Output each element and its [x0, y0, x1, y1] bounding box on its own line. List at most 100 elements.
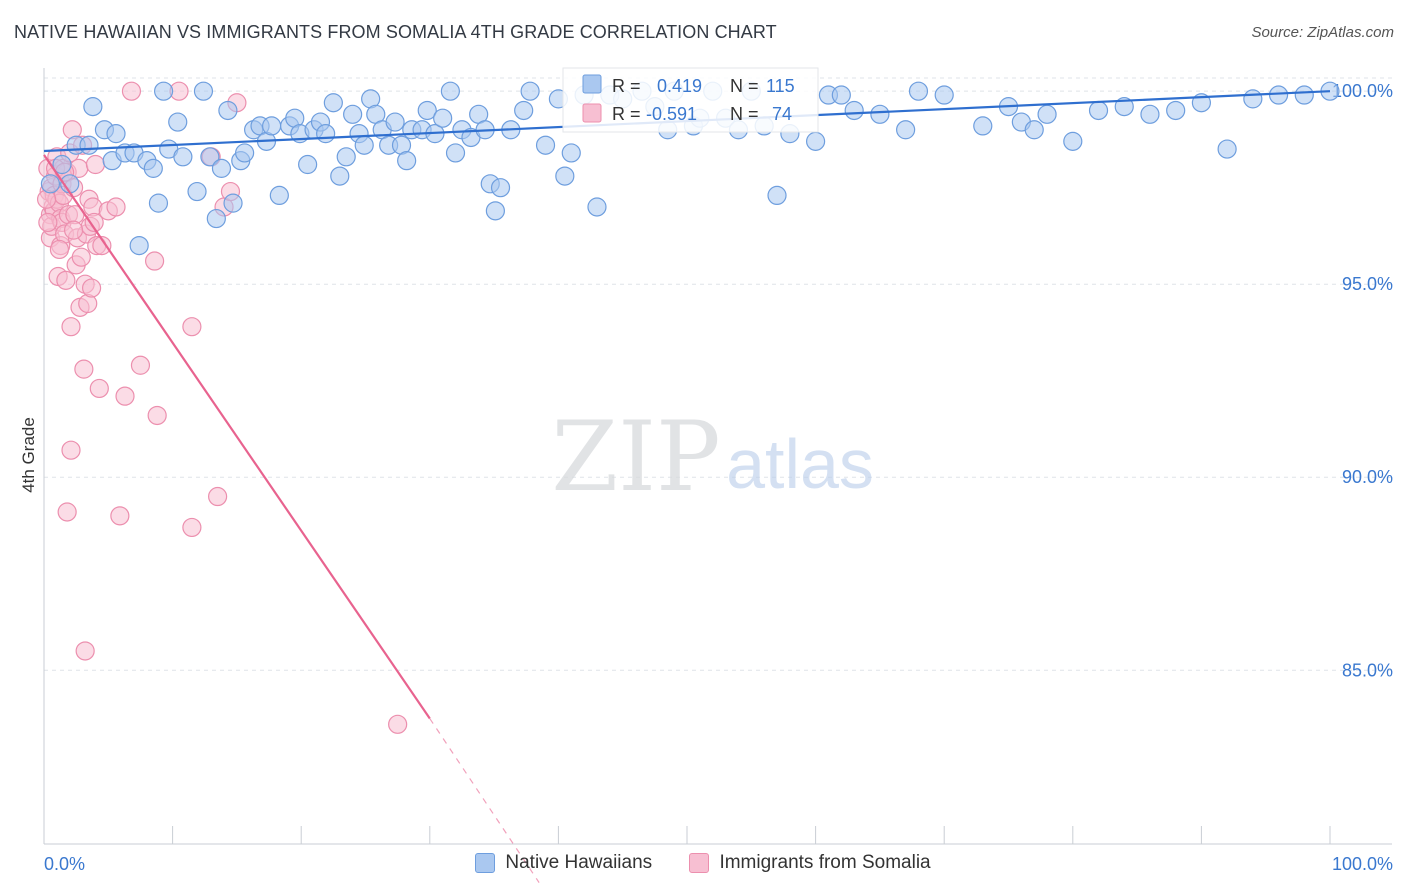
legend-r-label: R = [612, 104, 641, 124]
data-point [182, 317, 202, 337]
data-point [561, 143, 581, 163]
watermark: ZIP atlas [551, 401, 874, 513]
data-point [147, 405, 167, 426]
data-point [385, 112, 405, 132]
data-point [1024, 120, 1044, 140]
data-point [61, 440, 81, 460]
data-point [1063, 131, 1083, 151]
legend-n-label: N = [730, 76, 759, 96]
data-point [106, 197, 126, 217]
data-point [57, 502, 77, 522]
data-point [193, 81, 214, 101]
data-point [110, 506, 130, 526]
y-tick-label: 100.0% [1332, 81, 1393, 101]
data-point [115, 386, 135, 406]
data-point [535, 135, 556, 155]
data-point [1217, 139, 1237, 159]
series-somalia-points [36, 81, 408, 734]
legend-n-label: N = [730, 104, 759, 124]
data-point [235, 143, 255, 163]
axis-layer: 85.0% 90.0% 95.0% 100.0% [43, 68, 1393, 845]
data-point [934, 85, 954, 105]
data-point [908, 81, 929, 101]
y-axis-label: 4th Grade [19, 417, 38, 493]
data-point [1088, 100, 1109, 121]
legend-label: Immigrants from Somalia [719, 852, 931, 873]
legend-r-value: 0.419 [657, 76, 702, 96]
data-point [767, 185, 787, 206]
data-point [56, 270, 76, 290]
data-point [343, 104, 363, 124]
data-point [323, 93, 343, 113]
data-point [514, 100, 534, 121]
data-point [433, 108, 453, 128]
data-point [388, 714, 408, 734]
data-point [81, 278, 102, 298]
data-point [445, 143, 466, 163]
series-legend: Native Hawaiians Immigrants from Somalia [0, 852, 1406, 879]
y-tick-label: 85.0% [1342, 660, 1393, 680]
chart-title: NATIVE HAWAIIAN VS IMMIGRANTS FROM SOMAL… [14, 22, 777, 42]
data-point [1037, 104, 1057, 124]
data-point [1114, 97, 1134, 117]
legend-n-value: 115 [766, 76, 795, 96]
data-point [52, 154, 72, 175]
data-point [200, 147, 220, 167]
data-point [92, 235, 112, 256]
data-point [40, 174, 61, 194]
data-point [485, 201, 505, 221]
stats-legend: R = 0.419 N = 115 R = -0.591 N = 74 [562, 67, 819, 133]
data-point [89, 378, 109, 399]
x-tick-label-min: 0.0% [44, 854, 85, 874]
data-point [354, 135, 374, 155]
legend-swatch-pink [582, 103, 602, 123]
data-point [173, 147, 193, 167]
source-label: Source: ZipAtlas.com [1251, 24, 1394, 41]
watermark-zip: ZIP [551, 401, 720, 513]
data-point [1243, 89, 1263, 109]
data-point [417, 100, 437, 121]
legend-item-somalia[interactable]: Immigrants from Somalia [689, 852, 931, 874]
data-point [49, 239, 70, 260]
data-point [153, 81, 174, 101]
data-point [1268, 85, 1289, 105]
data-point [805, 131, 826, 151]
data-point [336, 147, 356, 167]
legend-swatch [689, 853, 710, 873]
data-point [520, 81, 540, 101]
data-point [182, 517, 202, 538]
legend-r-label: R = [612, 76, 641, 96]
legend-swatch [475, 853, 496, 873]
data-point [555, 166, 575, 186]
data-point [38, 212, 58, 233]
data-point [211, 158, 232, 178]
trend-line-somalia [43, 154, 431, 720]
data-point [85, 154, 106, 175]
legend-label: Native Hawaiians [505, 852, 653, 873]
legend-n-value: 74 [772, 104, 792, 124]
x-tick-label-max: 100.0% [1332, 854, 1393, 874]
data-point [844, 100, 864, 121]
legend-r-value: -0.591 [646, 104, 697, 124]
data-point [1140, 104, 1160, 124]
data-point [129, 235, 149, 256]
data-point [71, 247, 91, 267]
data-point [440, 81, 460, 101]
data-point [130, 355, 151, 375]
data-point [144, 251, 165, 271]
data-point [587, 197, 607, 217]
data-point [870, 104, 890, 124]
y-tick-label: 95.0% [1342, 274, 1393, 294]
data-point [143, 158, 163, 178]
data-point [168, 112, 188, 132]
data-point [208, 486, 228, 507]
legend-swatch-blue [582, 74, 602, 94]
watermark-atlas: atlas [726, 425, 874, 503]
data-point [831, 85, 851, 105]
data-point [187, 181, 207, 202]
legend-item-native-hawaiians[interactable]: Native Hawaiians [475, 852, 652, 874]
data-point [269, 185, 289, 206]
data-point [490, 178, 511, 198]
data-point [74, 359, 94, 379]
data-point [1166, 100, 1186, 121]
